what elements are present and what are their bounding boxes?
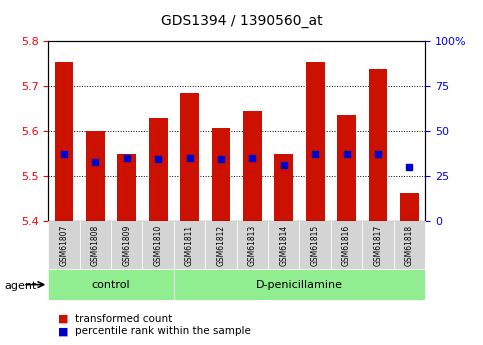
Bar xyxy=(117,155,136,221)
Text: GSM61807: GSM61807 xyxy=(59,224,69,266)
Text: GSM61813: GSM61813 xyxy=(248,224,257,266)
Text: transformed count: transformed count xyxy=(75,314,172,324)
Bar xyxy=(337,116,356,221)
Text: GSM61818: GSM61818 xyxy=(405,224,414,266)
FancyBboxPatch shape xyxy=(111,221,142,269)
Bar xyxy=(212,128,230,221)
Bar xyxy=(400,193,419,221)
FancyBboxPatch shape xyxy=(174,221,205,269)
Text: GSM61815: GSM61815 xyxy=(311,224,320,266)
Text: GSM61816: GSM61816 xyxy=(342,224,351,266)
Text: GSM61808: GSM61808 xyxy=(91,224,100,266)
Text: GSM61810: GSM61810 xyxy=(154,224,163,266)
FancyBboxPatch shape xyxy=(174,269,425,300)
FancyBboxPatch shape xyxy=(331,221,362,269)
Text: GDS1394 / 1390560_at: GDS1394 / 1390560_at xyxy=(161,14,322,28)
Bar xyxy=(243,111,262,221)
Text: ■: ■ xyxy=(58,326,69,336)
Bar xyxy=(306,62,325,221)
Bar xyxy=(369,69,387,221)
Text: GSM61817: GSM61817 xyxy=(373,224,383,266)
Text: GSM61809: GSM61809 xyxy=(122,224,131,266)
Text: control: control xyxy=(92,280,130,289)
Text: D-penicillamine: D-penicillamine xyxy=(256,280,343,289)
FancyBboxPatch shape xyxy=(48,269,174,300)
FancyBboxPatch shape xyxy=(205,221,237,269)
Text: GSM61812: GSM61812 xyxy=(216,224,226,266)
Bar xyxy=(149,118,168,221)
FancyBboxPatch shape xyxy=(48,221,80,269)
Bar xyxy=(274,155,293,221)
Bar xyxy=(180,93,199,221)
FancyBboxPatch shape xyxy=(268,221,299,269)
FancyBboxPatch shape xyxy=(80,221,111,269)
FancyBboxPatch shape xyxy=(142,221,174,269)
Text: percentile rank within the sample: percentile rank within the sample xyxy=(75,326,251,336)
FancyBboxPatch shape xyxy=(362,221,394,269)
Text: GSM61811: GSM61811 xyxy=(185,224,194,266)
Text: agent: agent xyxy=(5,282,37,291)
FancyBboxPatch shape xyxy=(394,221,425,269)
Text: ■: ■ xyxy=(58,314,69,324)
Bar xyxy=(86,131,105,221)
Bar xyxy=(55,62,73,221)
FancyBboxPatch shape xyxy=(237,221,268,269)
Text: GSM61814: GSM61814 xyxy=(279,224,288,266)
FancyBboxPatch shape xyxy=(299,221,331,269)
